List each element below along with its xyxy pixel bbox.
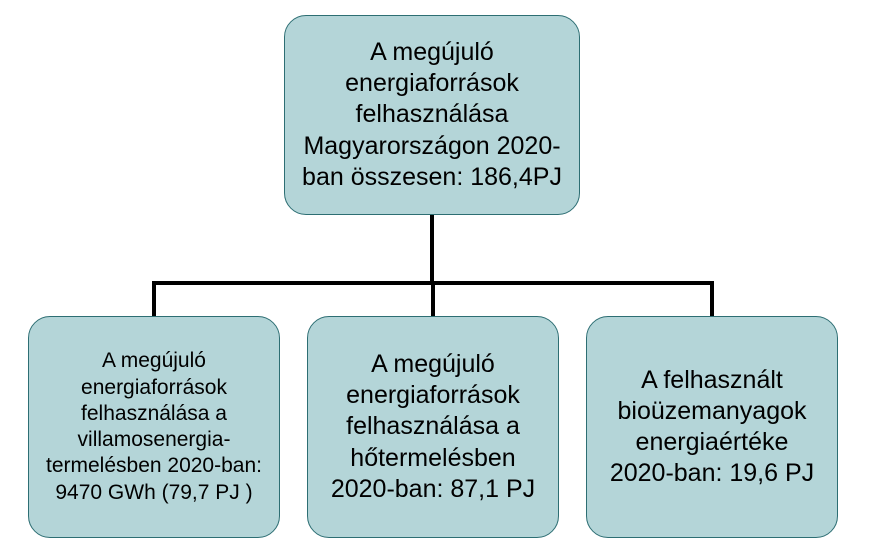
child-node-0-label: A megújuló energiaforrások felhasználása…	[43, 348, 265, 506]
root-node-label: A megújuló energiaforrások felhasználása…	[299, 37, 565, 193]
connector-trunk	[430, 215, 434, 285]
root-node: A megújuló energiaforrások felhasználása…	[284, 15, 580, 215]
diagram-canvas: A megújuló energiaforrások felhasználása…	[0, 0, 873, 559]
child-node-1-label: A megújuló energiaforrások felhasználása…	[322, 349, 544, 505]
connector-stub-1	[431, 281, 435, 316]
connector-stub-0	[152, 281, 156, 316]
child-node-0: A megújuló energiaforrások felhasználása…	[28, 316, 280, 538]
child-node-2: A felhasznált bioüzemanyagok energiaérté…	[586, 316, 838, 538]
child-node-1: A megújuló energiaforrások felhasználása…	[307, 316, 559, 538]
connector-stub-2	[710, 281, 714, 316]
child-node-2-label: A felhasznált bioüzemanyagok energiaérté…	[601, 365, 823, 490]
